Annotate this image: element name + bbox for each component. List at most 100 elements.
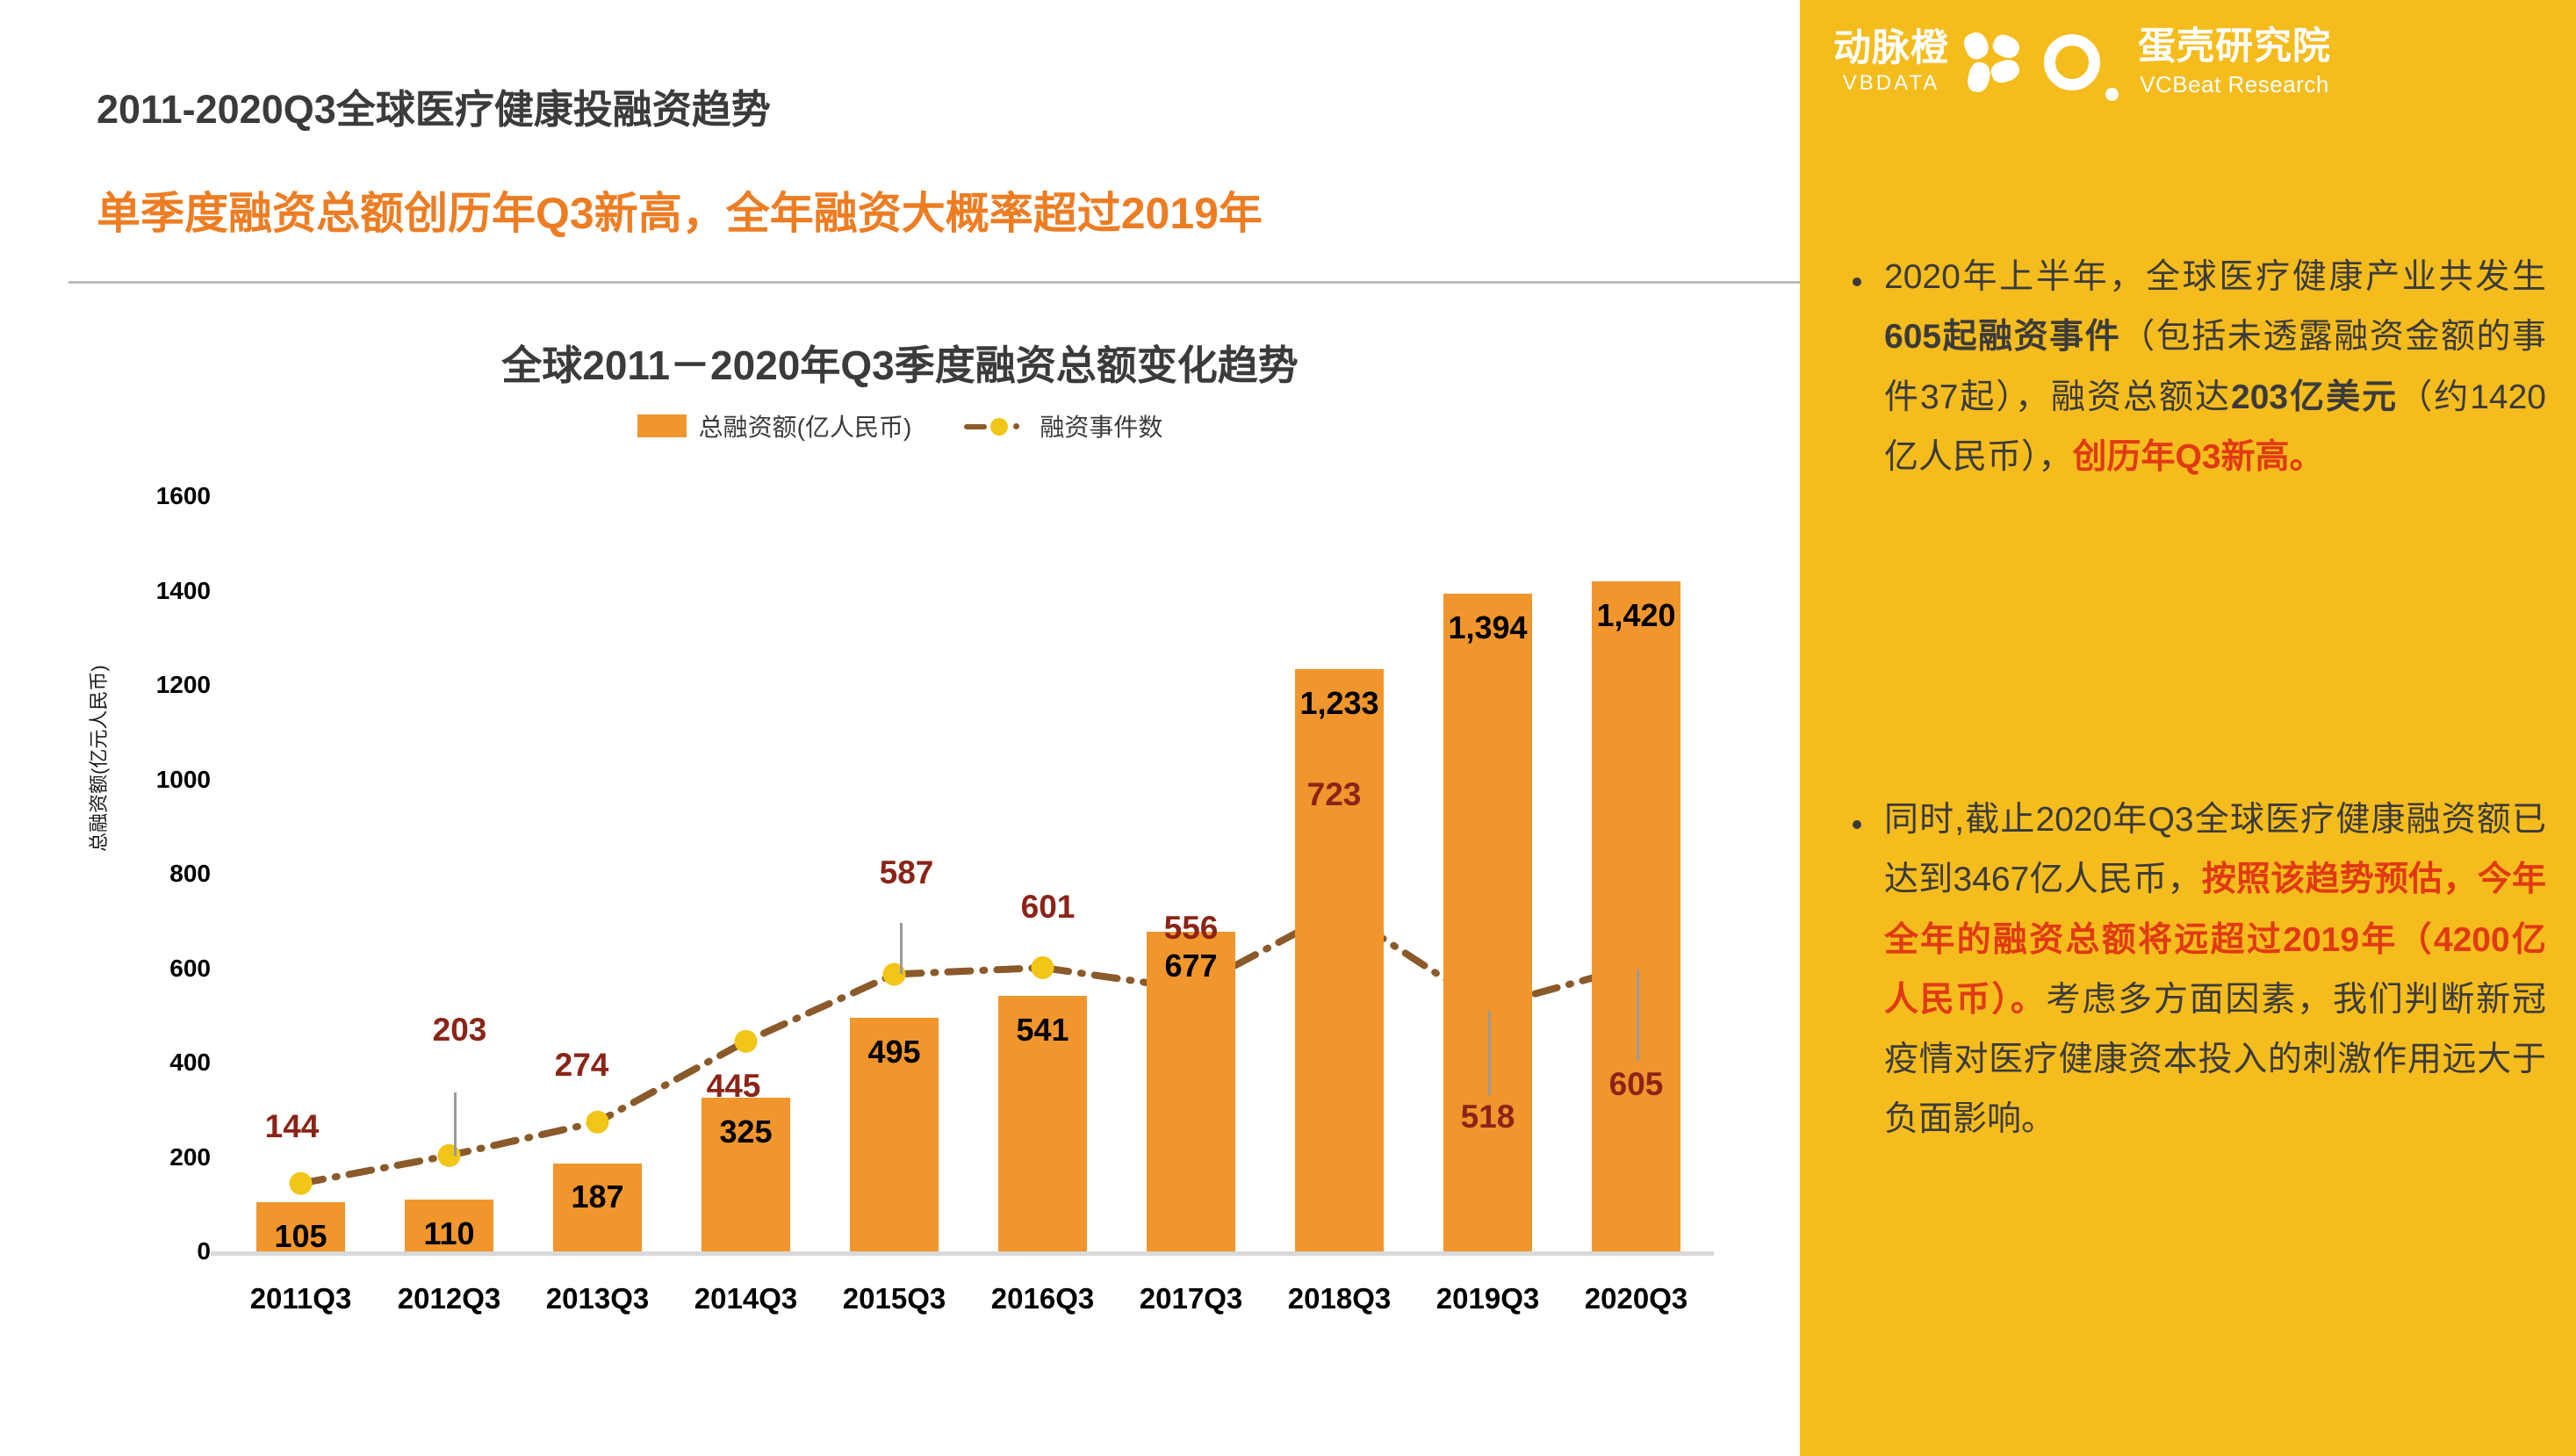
- legend-bar-swatch-icon: [637, 414, 687, 437]
- bullet-item: 同时,截止2020年Q3全球医疗健康融资额已达到3467亿人民币，按照该趋势预估…: [1853, 790, 2546, 1150]
- bar-value-label: 187: [571, 1178, 624, 1215]
- x-tick-label: 2020Q3: [1584, 1282, 1688, 1315]
- y-tick-label: 800: [169, 860, 211, 887]
- bullet-span: 605起融资事件: [1884, 318, 2121, 357]
- legend-bar-label: 总融资额(亿人民币): [698, 414, 912, 441]
- bullet-text-1: 2020年上半年，全球医疗健康产业共发生 605起融资事件（包括未透露融资金额的事…: [1884, 248, 2546, 487]
- line-value-label: 203: [432, 1011, 487, 1048]
- line-value-label: 445: [706, 1067, 761, 1104]
- x-tick-label: 2013Q3: [545, 1282, 650, 1315]
- logo-vbdata-cn: 动脉橙: [1833, 27, 1949, 69]
- bar-value-label: 541: [1016, 1012, 1069, 1049]
- bullet-span: 同时,截止2020年Q3全球医疗健康融资额已达到3467亿人民币，: [1884, 801, 2546, 899]
- legend-item-line[interactable]: 融资事件数: [964, 408, 1162, 443]
- bullet-span: （约1420亿人民币），: [1884, 378, 2546, 476]
- label-leader-line: [453, 1092, 457, 1156]
- y-axis-ticks: 0 200 400 600 800 1000 1200 1400 1600: [79, 482, 211, 1265]
- circle-dot-icon: [2105, 88, 2119, 101]
- x-tick-label: 2011Q3: [249, 1282, 352, 1315]
- line-value-label: 601: [1020, 888, 1076, 925]
- title-divider: [68, 281, 2576, 284]
- bullet-span: 2020年上半年，全球医疗健康产业共发生: [1884, 258, 2546, 296]
- bar-value-label: 105: [274, 1217, 327, 1254]
- y-tick-label: 600: [169, 954, 211, 982]
- bullet-span: 按照该趋势预估，今年全年的融资总额将远超过2019年（4200亿人民币）。: [1884, 861, 2546, 1019]
- y-tick-label: 1400: [155, 576, 211, 604]
- x-tick-label: 2016Q3: [990, 1282, 1095, 1315]
- logo-vbdata: 动脉橙 VBDATA: [1833, 30, 1949, 94]
- y-tick-label: 1000: [155, 765, 211, 793]
- bar-value-label: 1,394: [1448, 609, 1528, 645]
- label-leader-line: [899, 923, 903, 975]
- line-value-label: 518: [1460, 1098, 1515, 1135]
- bar-value-label: 325: [719, 1114, 773, 1150]
- slide-left-panel: 2011-2020Q3全球医疗健康投融资趋势 单季度融资总额创历年Q3新高，全年…: [0, 87, 2576, 1456]
- x-axis-labels: 2011Q3 2012Q3 2013Q3 2014Q3 2015Q3 2016Q3 2017…: [227, 1282, 1710, 1335]
- bar-2015Q3[interactable]: [849, 1017, 939, 1251]
- legend-line-swatch-icon: [964, 414, 1027, 437]
- x-tick-label: 2017Q3: [1139, 1282, 1243, 1315]
- y-tick-label: 0: [197, 1237, 211, 1265]
- logo-vcbeat-en: VCBeat Research: [2140, 71, 2329, 97]
- chart-container: 全球2011－2020年Q3季度融资总额变化趋势 总融资额(亿人民币) 融资事件…: [0, 307, 1800, 1456]
- bar-2011Q3[interactable]: [255, 1201, 346, 1251]
- bullet-span: 创历年Q3新高。: [2072, 437, 2324, 476]
- line-marker-2012Q3[interactable]: [437, 1143, 461, 1167]
- circle-o-icon: [2044, 33, 2100, 90]
- logo-vcbeat-cn: 蛋壳研究院: [2138, 25, 2331, 68]
- bar-2012Q3[interactable]: [404, 1199, 494, 1251]
- line-marker-2016Q3[interactable]: [1031, 955, 1054, 979]
- line-value-label: 556: [1163, 910, 1219, 947]
- line-value-label: 587: [879, 854, 934, 891]
- line-series-path: [297, 905, 1640, 1187]
- y-tick-label: 400: [169, 1049, 211, 1076]
- bar-value-label: 1,420: [1596, 596, 1676, 633]
- y-tick-label: 1200: [155, 671, 211, 698]
- x-tick-label: 2019Q3: [1436, 1282, 1540, 1315]
- line-value-label: 605: [1608, 1065, 1664, 1102]
- bullet-item: 2020年上半年，全球医疗健康产业共发生 605起融资事件（包括未透露融资金额的事…: [1853, 248, 2546, 487]
- line-value-label: 723: [1306, 776, 1362, 813]
- chart-legend: 总融资额(亿人民币) 融资事件数: [0, 408, 1800, 443]
- bullet-dot-icon: [1853, 820, 1861, 829]
- line-marker-2013Q3[interactable]: [586, 1110, 609, 1134]
- line-value-label: 274: [554, 1046, 609, 1083]
- x-tick-label: 2012Q3: [397, 1282, 501, 1315]
- orange-petal-icon: [1961, 28, 2023, 94]
- bar-2014Q3[interactable]: [701, 1098, 791, 1251]
- brand-logo: 动脉橙 VBDATA 蛋壳研究院 VCBeat Research: [1833, 16, 2544, 108]
- x-tick-label: 2014Q3: [694, 1282, 798, 1315]
- bar-value-label: 495: [867, 1033, 921, 1070]
- bar-value-label: 677: [1164, 948, 1218, 984]
- line-value-label: 144: [264, 1107, 320, 1144]
- legend-line-label: 融资事件数: [1040, 414, 1163, 441]
- line-marker-2011Q3[interactable]: [289, 1171, 313, 1195]
- bar-value-label: 1,233: [1299, 685, 1379, 722]
- bar-2019Q3[interactable]: [1443, 593, 1533, 1251]
- line-marker-2014Q3[interactable]: [734, 1029, 758, 1053]
- label-leader-line: [1636, 969, 1639, 1061]
- plot-area: 105 110 187 325 495 541 677 1,233 1,394 1,420 144 2…: [227, 496, 1710, 1254]
- x-axis-line: [211, 1251, 1714, 1256]
- slide-subtitle: 单季度融资总额创历年Q3新高，全年融资大概率超过2019年: [97, 189, 1263, 238]
- bullet-span: 203亿美元: [2231, 378, 2399, 416]
- bullet-dot-icon: [1853, 278, 1861, 286]
- bar-2020Q3[interactable]: [1591, 580, 1681, 1251]
- x-tick-label: 2018Q3: [1287, 1282, 1392, 1315]
- logo-vbdata-en: VBDATA: [1842, 71, 1940, 95]
- chart-title: 全球2011－2020年Q3季度融资总额变化趋势: [501, 342, 1299, 388]
- bar-value-label: 110: [423, 1215, 475, 1251]
- logo-vcbeat: 蛋壳研究院 VCBeat Research: [2138, 25, 2331, 97]
- legend-item-bar[interactable]: 总融资额(亿人民币): [637, 408, 912, 443]
- bar-2016Q3[interactable]: [997, 996, 1088, 1251]
- bar-2013Q3[interactable]: [552, 1163, 643, 1251]
- y-tick-label: 200: [169, 1142, 211, 1171]
- bullet-text-2: 同时,截止2020年Q3全球医疗健康融资额已达到3467亿人民币，按照该趋势预估…: [1884, 790, 2546, 1150]
- bullet-span: 考虑多方面因素，我们判断新冠疫情对医疗健康资本投入的刺激作用远大于负面影响。: [1884, 980, 2546, 1139]
- bullet-span: （包括未透露融资金额的事件37起），融资总额达: [1884, 318, 2546, 416]
- slide-right-panel: 动脉橙 VBDATA 蛋壳研究院 VCBeat Research 2020年上半…: [1800, 0, 2576, 1456]
- bar-2017Q3[interactable]: [1146, 932, 1236, 1251]
- x-tick-label: 2015Q3: [842, 1282, 946, 1315]
- y-tick-label: 1600: [155, 482, 211, 509]
- bar-2018Q3[interactable]: [1294, 669, 1385, 1251]
